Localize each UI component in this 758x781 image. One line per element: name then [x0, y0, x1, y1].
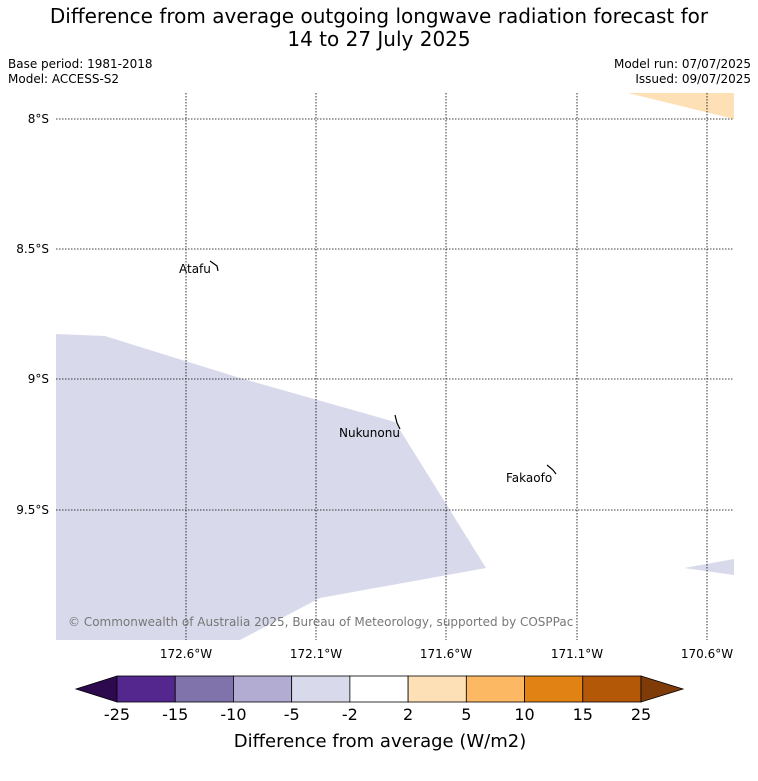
base-info: Base period: 1981-2018 Model: ACCESS-S2: [8, 57, 153, 87]
colorbar: -25 -15 -10 -5 -2 2 5 10 15 25 Difference from av…: [74, 675, 685, 752]
place-label-atafu: Atafu: [179, 262, 211, 276]
lat-label-9s: 9°S: [28, 372, 49, 386]
colorbar-tick-label: -10: [220, 705, 246, 724]
colorbar-under-arrow: [74, 675, 118, 703]
lon-label-171-1w: 171.1°W: [551, 647, 603, 661]
colorbar-tick-label: 25: [631, 705, 651, 724]
lon-label-172-1w: 172.1°W: [290, 647, 342, 661]
title-line-2: 14 to 27 July 2025: [287, 27, 471, 51]
colorbar-bin-8: [524, 675, 584, 703]
colorbar-tick-label: -15: [162, 705, 188, 724]
copyright-notice: © Commonwealth of Australia 2025, Bureau…: [68, 615, 573, 629]
atafu-atoll: [209, 260, 219, 272]
colorbar-bin-6: [407, 675, 467, 703]
colorbar-tick-label: 5: [461, 705, 471, 724]
colorbar-bin-7: [465, 675, 525, 703]
colorbar-bin-9: [582, 675, 642, 703]
graticule: [56, 93, 734, 640]
model-name: Model: ACCESS-S2: [8, 72, 120, 86]
model-run: Model run: 07/07/2025: [613, 57, 751, 71]
anomaly-region-positive: [628, 93, 734, 119]
base-period: Base period: 1981-2018: [8, 57, 153, 71]
lat-label-8s: 8°S: [28, 112, 49, 126]
place-label-fakaofo: Fakaofo: [506, 471, 552, 485]
lon-labels: 172.6°W 172.1°W 171.6°W 171.1°W 170.6°W: [160, 647, 733, 661]
lat-labels: 8°S 8.5°S 9°S 9.5°S: [16, 112, 49, 517]
title-line-1: Difference from average outgoing longwav…: [49, 4, 709, 28]
colorbar-bin-5: [349, 675, 409, 703]
nukunonu-atoll: [394, 414, 401, 430]
colorbar-bin-4: [291, 675, 351, 703]
colorbar-bin-3: [233, 675, 293, 703]
place-label-nukunonu: Nukunonu: [339, 426, 400, 440]
map-title: Difference from average outgoing longwav…: [0, 5, 758, 51]
lon-label-172-6w: 172.6°W: [160, 647, 212, 661]
fakaofo-atoll: [546, 464, 557, 475]
lon-label-171-6w: 171.6°W: [420, 647, 472, 661]
colorbar-tick-label: 10: [514, 705, 534, 724]
run-info: Model run: 07/07/2025 Issued: 09/07/2025: [614, 57, 751, 87]
colorbar-bin-1: [116, 675, 176, 703]
colorbar-tick-label: -5: [284, 705, 300, 724]
colorbar-bin-2: [174, 675, 234, 703]
colorbar-title: Difference from average (W/m2): [234, 731, 526, 752]
anomaly-region-negative-east: [684, 559, 734, 575]
lat-label-9-5s: 9.5°S: [16, 503, 49, 517]
issued-date: Issued: 09/07/2025: [635, 72, 751, 86]
colorbar-over-arrow: [640, 675, 685, 703]
colorbar-tick-label: 2: [403, 705, 413, 724]
lon-label-170-6w: 170.6°W: [681, 647, 733, 661]
map-area: Atafu Nukunonu Fakaofo © Commonwealth of…: [56, 93, 734, 640]
anomaly-region-negative: [56, 334, 486, 640]
lat-label-8-5s: 8.5°S: [16, 242, 49, 256]
colorbar-tick-label: -25: [104, 705, 130, 724]
colorbar-tick-label: 15: [573, 705, 593, 724]
colorbar-tick-label: -2: [342, 705, 358, 724]
